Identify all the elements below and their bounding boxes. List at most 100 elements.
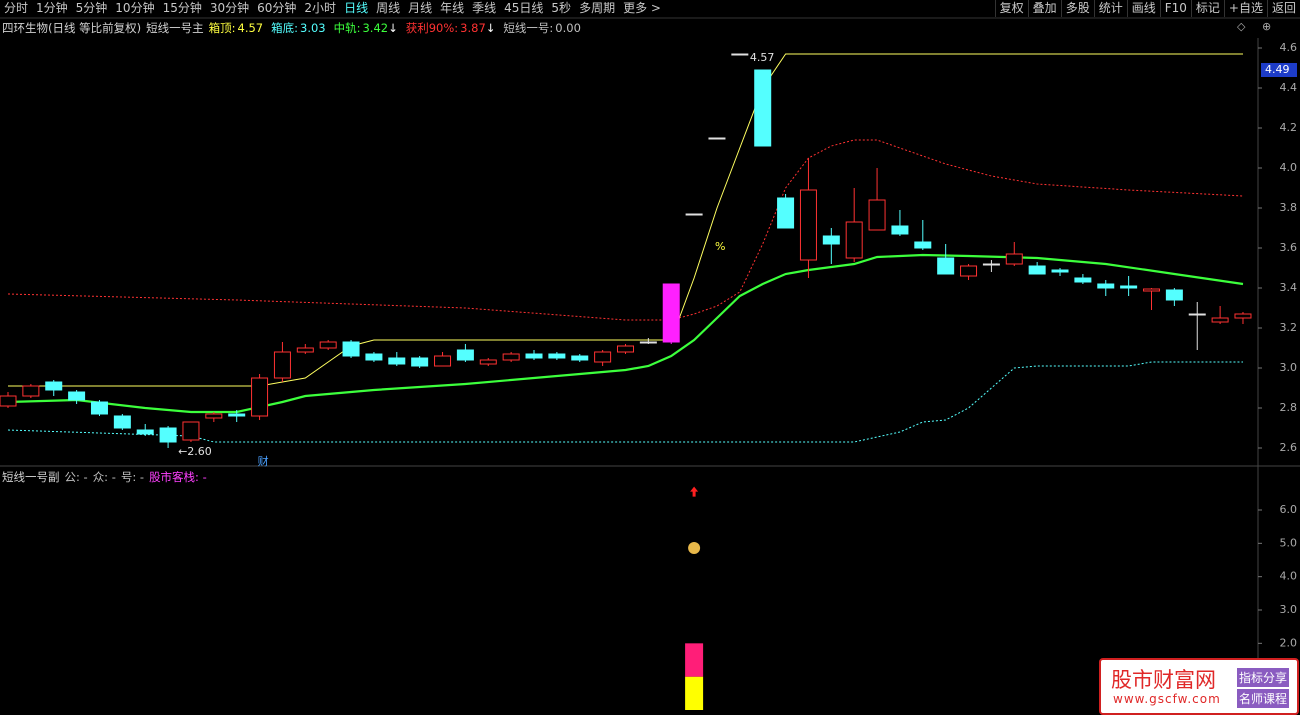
watermark-title: 股市财富网: [1111, 668, 1216, 692]
toolbar-button[interactable]: +自选: [1223, 0, 1267, 17]
candle-body: [113, 415, 131, 429]
toolbar-button[interactable]: 多股: [1060, 0, 1094, 17]
toolbar-button[interactable]: 10分钟: [115, 1, 155, 15]
toolbar-button[interactable]: 5分钟: [75, 1, 108, 15]
icon[interactable]: ◇: [1237, 20, 1246, 33]
legend-value: 4.57: [237, 21, 264, 35]
legend: 四环生物(日线 等比前复权) 短线一号主 箱顶: 4.57 箱底: 3.03 中轨: 3.42…: [2, 20, 589, 36]
toolbar-button[interactable]: 分时: [4, 1, 29, 15]
candle-body: [822, 235, 840, 245]
candle-body: [205, 413, 223, 419]
candle-body: [937, 257, 955, 275]
y-tick-label: 4.4: [1280, 81, 1298, 94]
toolbar-button[interactable]: 5秒: [551, 1, 572, 15]
annotation: ←2.60: [178, 445, 212, 458]
candle-body: [777, 197, 795, 229]
toolbar-button[interactable]: 日线: [344, 1, 369, 15]
y-tick-label: 3.0: [1280, 361, 1298, 374]
legend-item: 股市客栈: -: [149, 470, 207, 484]
candle-body: [479, 359, 497, 365]
toolbar-button[interactable]: F10: [1159, 0, 1191, 17]
candle-body: [914, 241, 932, 249]
annotation: %: [715, 240, 725, 253]
candle-body: [708, 137, 726, 140]
candle-body: [1120, 285, 1138, 289]
legend-label: 获利90%:: [405, 21, 459, 35]
price-tag: 4.49: [1265, 63, 1290, 76]
indicator-line: [7, 253, 1244, 414]
y-tick-label: 4.2: [1280, 121, 1298, 134]
candle-body: [1028, 265, 1046, 275]
legend-item: 众: -: [92, 470, 116, 484]
toolbar-left: 分时 1分钟 5分钟 10分钟 15分钟 30分钟 60分钟 2小时 日线 周线 月线 年线 季线 45日…: [0, 0, 665, 17]
toolbar-button[interactable]: 2小时: [304, 1, 337, 15]
toolbar-button[interactable]: 45日线: [504, 1, 544, 15]
legend-item: 公: -: [64, 470, 88, 484]
toolbar-button[interactable]: 月线: [408, 1, 433, 15]
candle-body: [434, 355, 452, 367]
toolbar-button[interactable]: 返回: [1266, 0, 1300, 17]
y-tick-label: 4.0: [1280, 570, 1298, 583]
candle-body: [731, 53, 749, 56]
toolbar-button[interactable]: 1分钟: [36, 1, 68, 15]
candle-body: [1005, 253, 1023, 265]
candle-body: [319, 341, 337, 349]
candle-body: [90, 401, 108, 415]
toolbar-button[interactable]: 标记: [1190, 0, 1224, 17]
price-tag-bg: [1261, 63, 1297, 77]
candle-body: [45, 381, 63, 391]
candle-body: [571, 355, 589, 361]
toolbar-button[interactable]: 周线: [376, 1, 401, 15]
toolbar-button[interactable]: 60分钟: [257, 1, 297, 15]
toolbar-button[interactable]: 年线: [440, 1, 465, 15]
y-tick-label: 3.2: [1280, 321, 1298, 334]
legend-value: 3.42: [362, 21, 389, 35]
toolbar-button[interactable]: 多周期: [579, 1, 616, 15]
y-tick-label: 4.6: [1280, 41, 1298, 54]
y-tick-label: 2.0: [1280, 636, 1298, 649]
signal-arrow: [690, 486, 699, 497]
icon[interactable]: ⊕: [1262, 20, 1271, 33]
watermark-url: www.gscfw.com: [1113, 692, 1221, 706]
toolbar-button[interactable]: 30分钟: [209, 1, 250, 15]
candle-body: [68, 391, 86, 401]
toolbar-button[interactable]: 复权: [994, 0, 1028, 17]
candle-body: [1074, 277, 1092, 283]
candle-body: [502, 353, 520, 361]
y-tick-label: 3.4: [1280, 281, 1298, 294]
candle-body: [411, 357, 429, 367]
legend-label: 短线一号:: [503, 21, 554, 35]
legend-value: 0.00: [555, 21, 581, 35]
candle-body: [960, 265, 978, 277]
toolbar-button[interactable]: 画线: [1126, 0, 1160, 17]
watermark-tag: 指标分享: [1237, 668, 1290, 687]
legend-label: 箱底:: [271, 21, 298, 35]
y-tick-label: 3.8: [1280, 201, 1298, 214]
toolbar-right: 复权 叠加 多股 统计 画线 F10 标记 +自选 返回: [994, 0, 1300, 17]
candle-body: [799, 189, 817, 261]
sub-legend: 短线一号副 公: - 众: - 号: - 股市客栈: -: [2, 469, 212, 485]
legend-item: 号: -: [120, 470, 145, 484]
candle-body: [136, 429, 154, 435]
y-tick-label: 6.0: [1280, 503, 1298, 516]
candle-body: [639, 341, 657, 344]
bar: [685, 643, 704, 677]
toolbar-button[interactable]: 统计: [1093, 0, 1127, 17]
money-bag: [688, 542, 701, 554]
legend-arrow: ↓: [388, 21, 398, 35]
legend-value: 3.87: [460, 21, 486, 35]
indicator-line: [8, 53, 1243, 387]
toolbar-button[interactable]: 15分钟: [162, 1, 202, 15]
toolbar-button[interactable]: 季线: [472, 1, 497, 15]
candle-body: [342, 341, 360, 357]
toolbar-button[interactable]: 更多 >: [623, 1, 661, 15]
candle-body: [616, 345, 634, 353]
candle-body: [388, 357, 406, 365]
toolbar-button[interactable]: 叠加: [1027, 0, 1061, 17]
candle-body: [251, 377, 269, 417]
candle-body: [868, 199, 886, 231]
candle-body: [754, 69, 772, 147]
candle-body: [1165, 289, 1183, 301]
